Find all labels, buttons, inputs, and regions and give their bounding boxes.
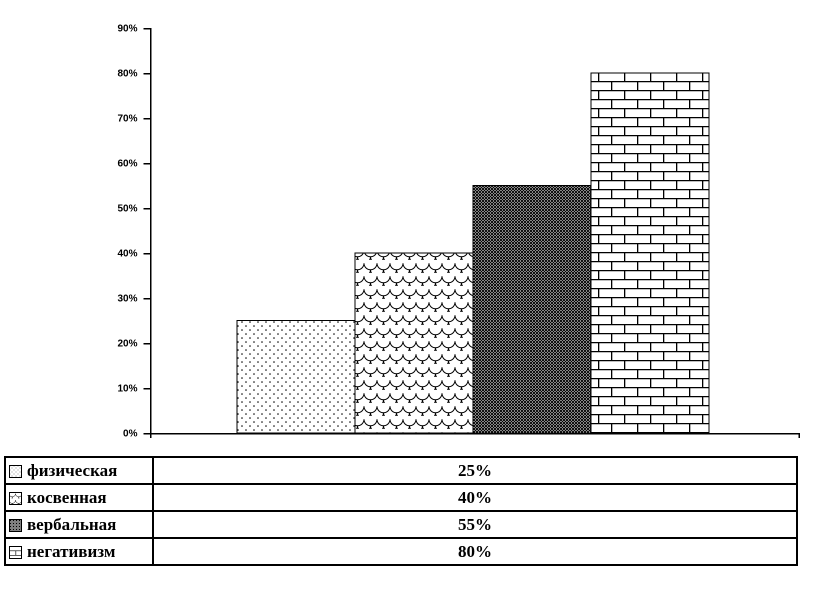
y-tick-label: 50% [117,204,137,215]
legend-value: 25% [152,456,798,485]
bar-физическая [236,319,356,434]
legend-value: 40% [152,483,798,512]
legend-row: косвенная 40% [4,483,798,512]
legend-label: негативизм [27,541,116,561]
bricks-pattern-swatch-icon [9,545,22,559]
legend-label: физическая [27,460,118,480]
bar-негативизм [590,72,710,434]
y-tick-label: 0% [123,429,138,440]
legend-label: вербальная [27,514,117,534]
bar-косвенная [354,252,474,434]
y-tick-label: 30% [117,294,137,305]
bars-group [236,72,710,434]
bar-вербальная [472,184,592,434]
legend-value: 55% [152,510,798,539]
y-tick-label: 40% [117,249,137,260]
y-tick-label: 70% [117,114,137,125]
y-tick-label: 20% [117,339,137,350]
dots-pattern-swatch-icon [9,464,22,478]
lattice-pattern-swatch-icon [9,518,22,532]
legend-value: 80% [152,537,798,566]
chart-area: 0% 10% 20% 30% 40% 50% 60% 70% 80% 90% [117,24,800,440]
scales-pattern-swatch-icon [9,491,22,505]
bar-chart-svg: 0% 10% 20% 30% 40% 50% 60% 70% 80% 90% [117,24,800,440]
legend-row: физическая 25% [4,456,798,485]
y-tick-label: 60% [117,159,137,170]
legend-row: вербальная 55% [4,510,798,539]
y-axis-ticks: 0% 10% 20% 30% 40% 50% 60% 70% 80% 90% [117,24,151,440]
legend-table: физическая 25% косвенная 40% вербальная [4,456,798,566]
legend-row: негативизм 80% [4,537,798,566]
legend-label: косвенная [27,487,107,507]
y-tick-label: 10% [117,384,137,395]
y-tick-label: 80% [117,69,137,80]
y-tick-label: 90% [117,24,137,35]
